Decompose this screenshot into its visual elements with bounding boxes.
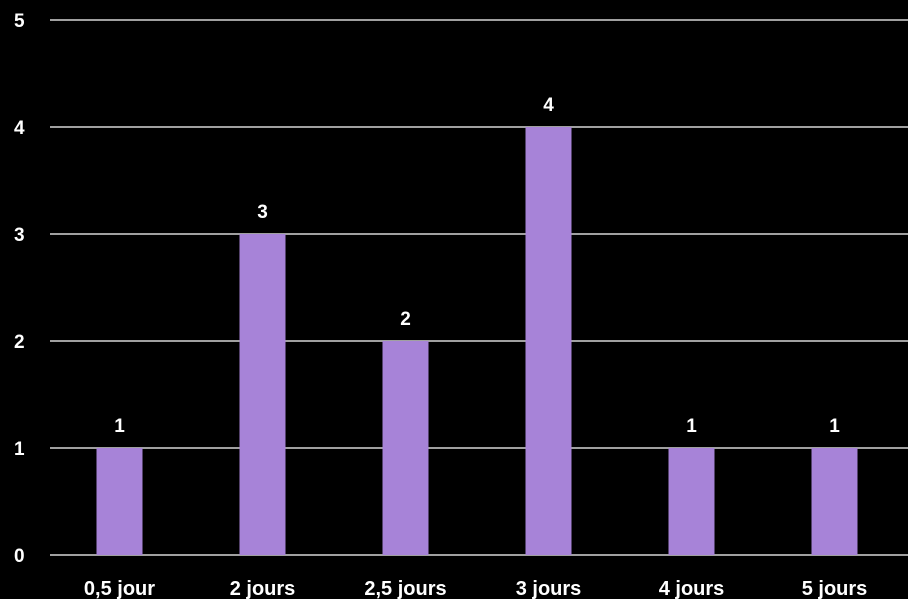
x-tick-label: 2,5 jours [364,578,446,599]
x-tick-label: 4 jours [659,578,725,599]
y-tick-label: 2 [14,332,25,353]
data-label: 1 [114,416,125,437]
bar-5 [668,448,715,555]
x-tick-label: 5 jours [802,578,868,599]
data-label: 1 [829,416,840,437]
x-tick-label: 2 jours [230,578,296,599]
y-tick-label: 0 [14,546,25,567]
y-tick-label: 1 [14,439,25,460]
data-label: 3 [257,202,268,223]
bar-4 [525,127,572,555]
y-tick-label: 5 [14,11,25,32]
x-tick-label: 3 jours [516,578,582,599]
data-label: 2 [400,309,411,330]
bar-1 [96,448,143,555]
bar-3 [382,341,429,555]
y-axis-ticks: 0 1 2 3 4 5 [14,11,25,567]
bars [96,127,858,555]
x-axis-ticks: 0,5 jour 2 jours 2,5 jours 3 jours 4 jours 5 … [84,578,867,599]
y-tick-label: 3 [14,225,25,246]
data-label: 1 [686,416,697,437]
gridlines [50,19,908,556]
y-tick-label: 4 [14,118,25,139]
bar-6 [811,448,858,555]
x-tick-label: 0,5 jour [84,578,155,599]
data-labels: 1 3 2 4 1 1 [114,95,840,437]
data-label: 4 [543,95,554,116]
bar-2 [239,234,286,555]
